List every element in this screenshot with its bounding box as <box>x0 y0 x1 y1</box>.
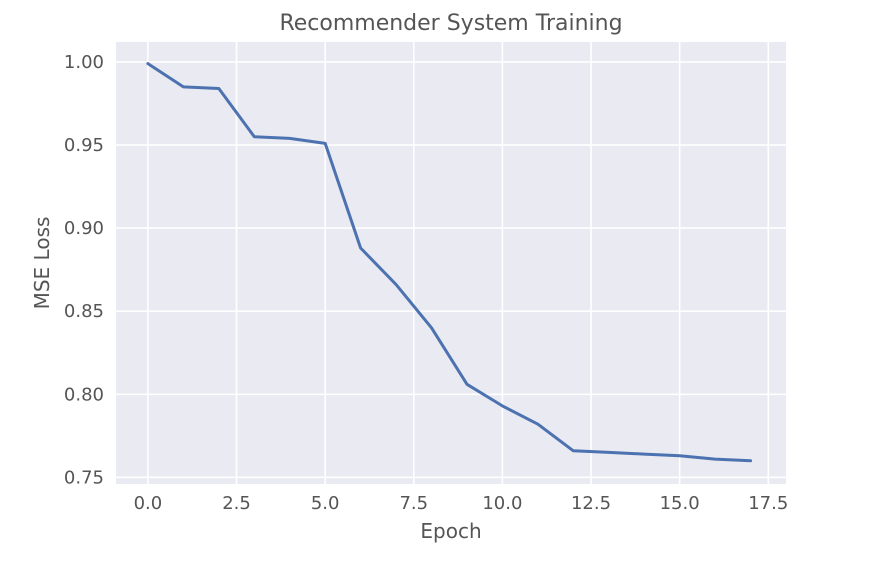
y-tick-label: 0.95 <box>64 135 104 156</box>
plot-area <box>116 42 786 484</box>
y-tick-label: 0.85 <box>64 301 104 322</box>
x-tick-label: 7.5 <box>399 493 428 514</box>
x-tick-label: 5.0 <box>311 493 340 514</box>
y-tick-label: 0.80 <box>64 384 104 405</box>
chart-title: Recommender System Training <box>279 11 622 36</box>
x-axis-ticks: 0.0 2.5 5.0 7.5 10.0 12.5 15.0 17.5 <box>134 493 789 514</box>
x-axis-label: Epoch <box>420 519 481 543</box>
grid-lines <box>116 42 786 484</box>
series-line <box>146 62 753 463</box>
y-tick-label: 0.75 <box>64 467 104 488</box>
x-tick-label: 10.0 <box>482 493 522 514</box>
x-tick-label: 2.5 <box>222 493 251 514</box>
x-tick-label: 17.5 <box>748 493 788 514</box>
x-tick-label: 12.5 <box>571 493 611 514</box>
x-tick-label: 15.0 <box>660 493 700 514</box>
series-layer <box>146 62 753 463</box>
x-tick-label: 0.0 <box>134 493 163 514</box>
y-axis-label: MSE Loss <box>30 217 54 310</box>
y-tick-label: 0.90 <box>64 218 104 239</box>
y-tick-label: 1.00 <box>64 52 104 73</box>
y-axis-ticks: 0.75 0.80 0.85 0.90 0.95 1.00 <box>64 52 104 488</box>
